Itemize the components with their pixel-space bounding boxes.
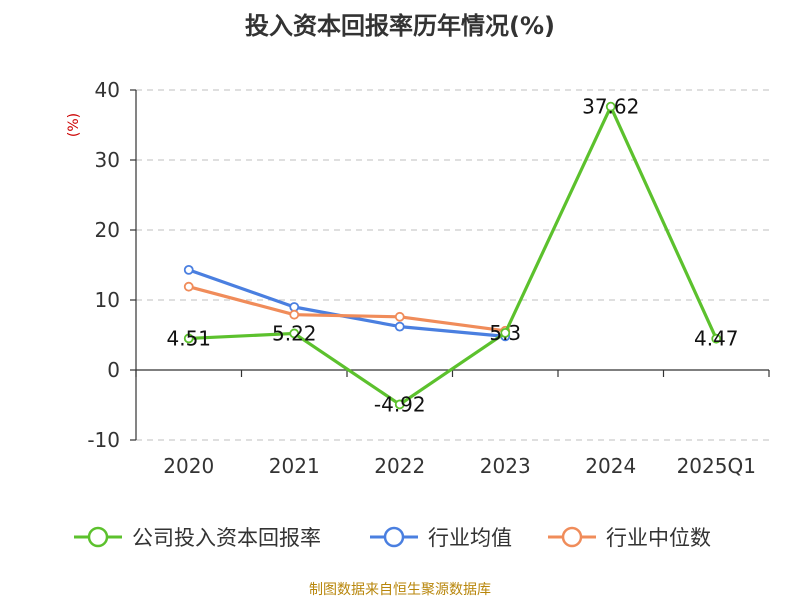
x-tick-label: 2023 [480, 454, 531, 478]
legend-item-0[interactable]: 公司投入资本回报率 [74, 526, 321, 550]
y-tick-label: 10 [95, 288, 120, 312]
chart-title: 投入资本回报率历年情况(%) [245, 12, 555, 40]
data-point [289, 328, 300, 339]
y-tick-label: 30 [95, 148, 120, 172]
data-point [500, 327, 511, 338]
series-line-1 [188, 268, 506, 338]
x-tick-label: 2025Q1 [677, 454, 756, 478]
legend-swatch-marker [87, 526, 109, 548]
y-tick-label: 40 [95, 78, 120, 102]
legend-item-1[interactable]: 行业均值 [370, 526, 512, 550]
legend-item-2[interactable]: 行业中位数 [548, 526, 711, 550]
data-point [711, 333, 722, 344]
y-tick-label: -10 [87, 428, 120, 452]
data-label: 5.22 [272, 321, 317, 345]
x-tick-label: 2020 [163, 454, 214, 478]
series-lines [183, 101, 722, 410]
y-tick-label: 0 [107, 358, 120, 382]
y-tick-label: 20 [95, 218, 120, 242]
series-line-2 [188, 285, 506, 333]
x-tick-label: 2024 [585, 454, 636, 478]
legend-label: 行业中位数 [606, 526, 711, 550]
axes [130, 89, 770, 441]
data-point [289, 309, 300, 320]
legend[interactable]: 公司投入资本回报率 行业均值 行业中位数 [74, 526, 711, 550]
data-point [183, 281, 194, 292]
data-label: 5.3 [489, 321, 521, 345]
data-point [394, 399, 405, 410]
data-label: 37.62 [582, 95, 639, 119]
legend-label: 行业均值 [428, 526, 512, 550]
legend-swatch-marker [561, 526, 583, 548]
data-label: -4.92 [374, 392, 426, 416]
data-labels: 4.51 5.22 -4.92 5.3 37.62 4.47 [166, 95, 738, 417]
legend-label: 公司投入资本回报率 [132, 526, 321, 550]
data-source-note: 制图数据来自恒生聚源数据库 [309, 582, 491, 598]
tick-labels: -10 0 10 20 30 40 2020 2021 2022 2023 2024 2025Q1 [87, 78, 756, 478]
data-label: 4.51 [166, 326, 211, 350]
data-point [394, 321, 405, 332]
x-tick-label: 2021 [269, 454, 320, 478]
data-point [183, 333, 194, 344]
y-axis-unit: (%) [66, 113, 82, 137]
data-point [183, 264, 194, 275]
legend-swatch-marker [383, 526, 405, 548]
data-point [394, 311, 405, 322]
data-point [289, 302, 300, 312]
series-line-0 [188, 105, 718, 407]
x-tick-label: 2022 [374, 454, 425, 478]
data-point [605, 101, 616, 112]
grid-lines [136, 89, 769, 441]
data-label: 4.47 [694, 327, 739, 351]
